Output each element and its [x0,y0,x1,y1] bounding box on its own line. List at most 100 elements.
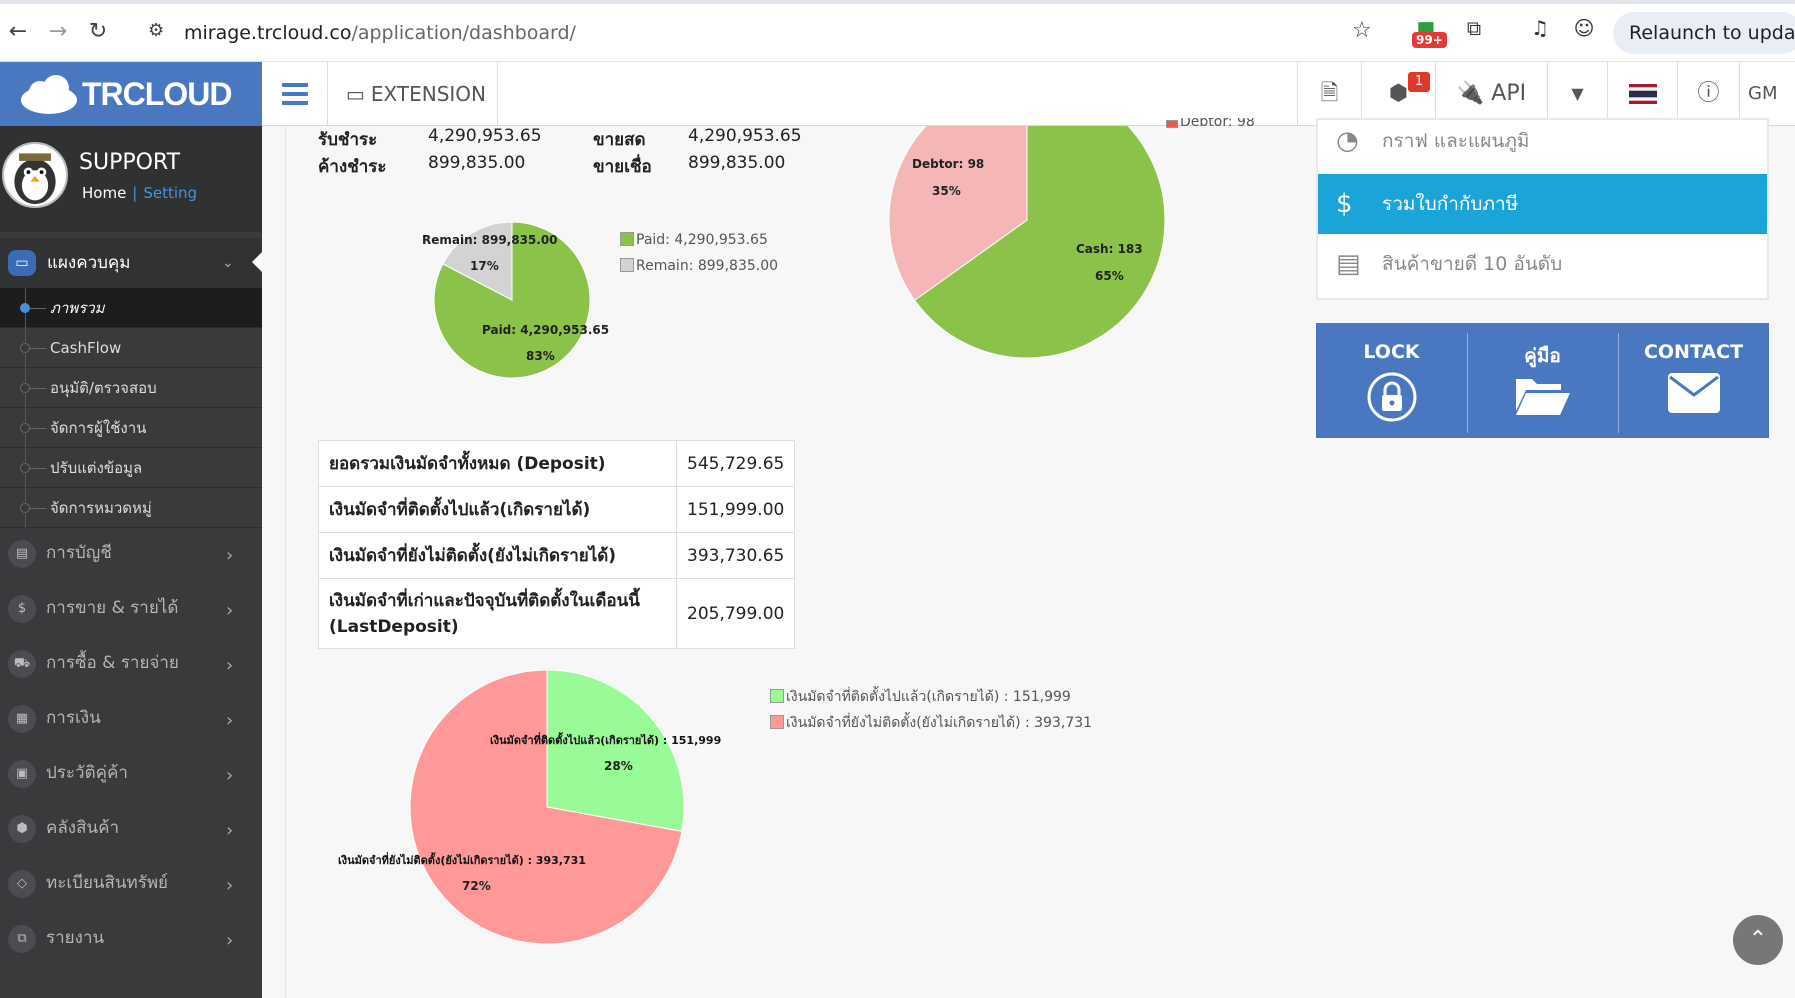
scroll-to-top-button[interactable]: ⌃ [1733,915,1783,965]
cash-sale-value: 4,290,953.65 [688,126,802,146]
submenu-item-customize[interactable]: ปรับแต่งข้อมูล [0,448,262,488]
plug-icon: 🔌 [1456,81,1485,106]
monitor-icon: ▭ [346,82,365,106]
menu-item-top10[interactable]: ▤ สินค้าขายดี 10 อันดับ [1318,234,1767,294]
lock-button[interactable]: LOCK [1316,323,1467,438]
sidebar-item-sales[interactable]: $ การขาย & รายได้ › [0,581,262,636]
submenu-item-overview[interactable]: ภาพรวม [0,288,262,328]
submenu: ภาพรวม CashFlow อนุมัติ/ตรวจสอบ จัดการผู… [0,288,262,528]
legend-swatch [620,258,634,272]
cash-sale-label: ขายสด [593,130,646,150]
relaunch-button[interactable]: Relaunch to update [1613,12,1795,54]
pie-slice-remain [442,221,513,301]
submenu-label: CashFlow [50,339,122,357]
sidebar-item-reports[interactable]: ⧉ รายงาน › [0,911,262,966]
quick-links-panel: LOCK คู่มือ CONTACT [1316,323,1769,438]
legend-label: เงินมัดจำที่ติดตั้งไปแล้ว(เกิดรายได้) : … [786,689,1071,705]
submenu-item-cashflow[interactable]: CashFlow [0,328,262,368]
sidebar-item-accounting[interactable]: ▤ การบัญชี › [0,526,262,581]
sidebar-item-label: การขาย & รายได้ [46,598,179,618]
sidebar-item-label: การซื้อ & รายจ่าย [46,653,179,673]
pie-pct-remain: 17% [470,259,499,273]
dollar-icon: $ [8,595,36,623]
envelope-icon [1618,371,1769,419]
document-icon[interactable]: 🗎 [1297,62,1361,126]
extension-label: EXTENSION [370,82,487,106]
pie-slice-cash [914,126,1166,359]
menu-item-graphs[interactable]: ◔ กราฟ และแผนภูมิ [1318,118,1767,164]
submenu-item-users[interactable]: จัดการผู้ใช้งาน [0,408,262,448]
legend-remain: Remain: 899,835.00 [620,258,778,274]
submenu-label: จัดการผู้ใช้งาน [50,419,147,437]
home-link[interactable]: Home [82,184,127,202]
pie-label-installed: เงินมัดจำที่ติดตั้งไปแล้ว(เกิดรายได้) : … [490,732,721,747]
api-button[interactable]: 🔌 API [1435,62,1547,126]
manual-button[interactable]: คู่มือ [1467,323,1618,438]
back-icon[interactable]: ← [8,19,28,44]
pie-slice-installed [546,670,685,833]
sidebar-item-label: การบัญชี [46,543,112,563]
app-header: TRCLOUD ▭ EXTENSION 🗎 ⬢ 1 🔌 API ▼ ⓘ GM [0,62,1795,126]
lock-icon [1316,371,1467,427]
chevron-right-icon: › [226,765,234,786]
hamburger-menu-icon[interactable] [262,62,328,126]
boxes-icon[interactable]: ⬢ [1361,62,1435,126]
thai-flag-icon[interactable] [1607,62,1677,126]
menu-item-label: รวมใบกำกับภาษี [1382,193,1519,215]
bookmark-star-icon[interactable]: ☆ [1352,18,1372,43]
url-text[interactable]: mirage.trcloud.co/application/dashboard/ [184,22,576,44]
help-icon[interactable]: ⓘ [1677,62,1739,126]
credit-sale-label: ขายเชื่อ [593,157,652,177]
pie-pct-cash: 65% [1095,269,1124,283]
contact-label: CONTACT [1643,341,1744,363]
contact-button[interactable]: CONTACT [1618,323,1769,438]
profile-avatar-icon[interactable]: ☺ [1573,16,1595,40]
legend-label: Remain: 899,835.00 [636,258,779,274]
forward-icon[interactable]: → [48,19,68,44]
address-bar[interactable]: ⚙ mirage.trcloud.co/application/dashboar… [140,12,1390,54]
media-icon[interactable]: ♫ [1531,16,1549,40]
menu-item-tax-invoices[interactable]: $ รวมใบกำกับภาษี [1318,174,1767,234]
chevron-right-icon: › [226,600,234,621]
sidebar-item-finance[interactable]: ▦ การเงิน › [0,691,262,746]
paid-summary-value: 4,290,953.65 [428,126,542,146]
credit-sale-value: 899,835.00 [688,153,786,173]
legend-pending: เงินมัดจำที่ยังไม่ติดตั้ง(ยังไม่เกิดรายไ… [770,712,1092,734]
api-label: API [1491,81,1527,106]
sidebar-item-label: ประวัติคู่ค้า [46,763,128,783]
legend-paid: Paid: 4,290,953.65 [620,232,768,248]
legend-swatch [1166,120,1178,128]
profile-panel: SUPPORT Home | Setting [0,126,262,232]
gm-menu[interactable]: GM [1739,62,1795,126]
avatar[interactable] [2,142,68,208]
dashboard-menu: ◔ กราฟ และแผนภูมิ $ รวมใบกำกับภาษี ▤ สินค้า… [1316,118,1769,300]
extension-tab[interactable]: ▭ EXTENSION [328,62,498,126]
sidebar-item-purchase[interactable]: ⛟ การซื้อ & รายจ่าย › [0,636,262,691]
legend-debtor: Debtor: 98 [1166,118,1255,132]
book-icon: ▤ [8,540,36,568]
submenu-label: ภาพรวม [50,299,105,317]
sidebar-item-inventory[interactable]: ⬢ คลังสินค้า › [0,801,262,856]
legend-swatch [620,232,634,246]
sidebar-item-label: แผงควบคุม [47,253,131,273]
table-cell-label: เงินมัดจำที่ยังไม่ติดตั้ง(ยังไม่เกิดรายไ… [318,532,677,579]
submenu-item-approval[interactable]: อนุมัติ/ตรวจสอบ [0,368,262,408]
chevron-right-icon: › [226,930,234,951]
table-row: ยอดรวมเงินมัดจำทั้งหมด (Deposit) 545,729.… [318,440,796,487]
sidebar-item-partners[interactable]: ▣ ประวัติคู่ค้า › [0,746,262,801]
monitor-icon: ▭ [8,250,36,276]
puzzle-icon[interactable]: ⧉ [1466,16,1482,40]
legend-installed: เงินมัดจำที่ติดตั้งไปแล้ว(เกิดรายได้) : … [770,686,1071,708]
submenu-item-categories[interactable]: จัดการหมวดหมู่ [0,488,262,528]
logo[interactable]: TRCLOUD [0,62,262,126]
dropdown-caret-icon[interactable]: ▼ [1547,62,1607,126]
sidebar-item-dashboard[interactable]: ▭ แผงควบคุม ⌄ [0,238,262,288]
setting-link[interactable]: Setting [143,184,198,202]
site-settings-icon[interactable]: ⚙ [148,20,165,41]
sidebar-item-assets[interactable]: ◇ ทะเบียนสินทรัพย์ › [0,856,262,911]
reload-icon[interactable]: ↻ [88,19,108,44]
notification-badge: 1 [1408,72,1430,92]
legend-swatch [770,689,784,703]
chevron-right-icon: › [226,655,234,676]
sidebar: SUPPORT Home | Setting ▭ แผงควบคุม ⌄ ภาพรว… [0,126,262,998]
